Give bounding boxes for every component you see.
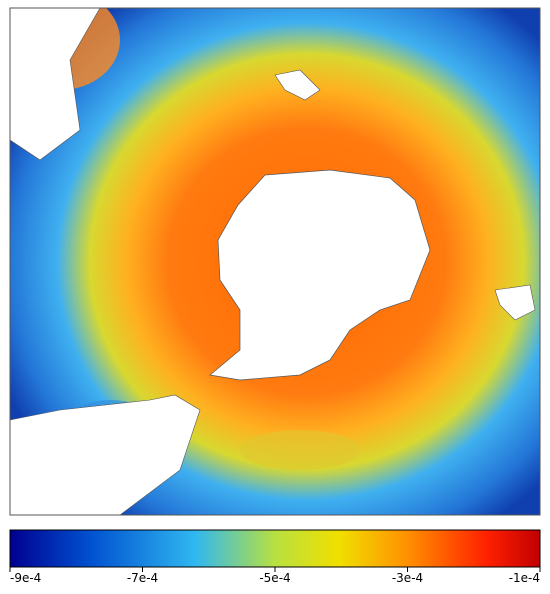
colorbar-tick-label: -3e-4: [392, 571, 423, 585]
map-frame: [9, 7, 541, 516]
colorbar-tick-label: -1e-4: [509, 571, 540, 585]
colorbar-tick-label: -9e-4: [10, 571, 41, 585]
colorbar: [9, 529, 541, 568]
colorbar-tick-label: -5e-4: [259, 571, 290, 585]
map-field: [10, 8, 540, 515]
landmass: [494, 284, 536, 321]
landmass: [10, 8, 101, 161]
colorbar-tick-label: -7e-4: [127, 571, 158, 585]
landmass: [10, 394, 201, 515]
island: [274, 69, 321, 101]
antarctica: [209, 169, 431, 381]
